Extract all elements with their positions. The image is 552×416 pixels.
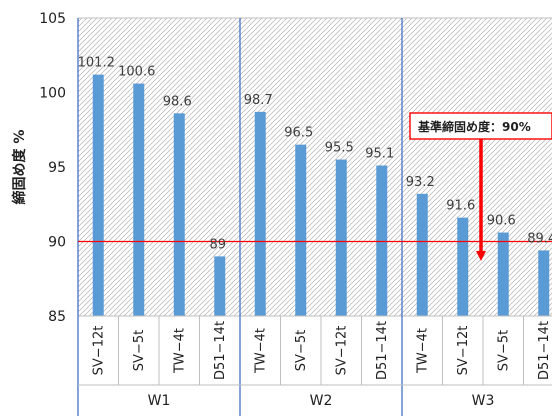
group-label: W2 <box>310 393 333 409</box>
bar <box>295 144 307 316</box>
bar <box>92 74 104 317</box>
category-label: D51−14t <box>537 321 552 380</box>
bar <box>416 193 428 316</box>
category-label: SV−5t <box>496 330 511 371</box>
bar <box>538 250 550 316</box>
category-label: D51−14t <box>375 321 390 380</box>
category-label: SV−5t <box>294 330 309 371</box>
bar <box>457 217 469 316</box>
y-tick-label: 90 <box>48 235 66 251</box>
y-tick-label: 85 <box>48 309 66 325</box>
bar-value-label: 95.5 <box>325 141 354 156</box>
annotation-text: 基準締固め度：90% <box>417 119 531 134</box>
bar-value-label: 89.4 <box>527 231 552 246</box>
bar-value-label: 100.6 <box>118 65 155 80</box>
group-label: W1 <box>148 393 171 409</box>
category-label: TW−4t <box>253 328 268 374</box>
bar <box>376 165 388 316</box>
bar <box>335 159 347 316</box>
plot-area-hatch <box>78 18 552 316</box>
group-label: W3 <box>472 393 495 409</box>
category-label: TW−4t <box>172 328 187 374</box>
bar-value-label: 89 <box>209 237 226 252</box>
bar <box>497 232 509 316</box>
bar-value-label: 98.7 <box>244 93 273 108</box>
category-label: SV−12t <box>91 326 106 376</box>
bar-value-label: 93.2 <box>406 175 435 190</box>
category-label: TW−4t <box>415 328 430 374</box>
bar-value-label: 91.6 <box>446 199 475 214</box>
category-label: D51−14t <box>213 321 228 380</box>
y-tick-label: 105 <box>39 11 66 27</box>
bar <box>173 113 185 316</box>
bar-value-label: 96.5 <box>284 126 313 141</box>
category-label: SV−12t <box>334 326 349 376</box>
y-tick-label: 100 <box>39 86 66 102</box>
bar-value-label: 101.2 <box>78 56 115 71</box>
category-label: SV−12t <box>456 326 471 376</box>
category-label: SV−5t <box>132 330 147 371</box>
bar <box>133 83 145 316</box>
bar <box>254 111 266 317</box>
bar <box>214 256 226 316</box>
y-axis-label: 締固め度 % <box>11 130 28 205</box>
bar-value-label: 90.6 <box>487 214 516 229</box>
bar-value-label: 98.6 <box>163 94 192 109</box>
bar-value-label: 95.1 <box>365 147 394 162</box>
y-tick-label: 95 <box>48 160 66 176</box>
